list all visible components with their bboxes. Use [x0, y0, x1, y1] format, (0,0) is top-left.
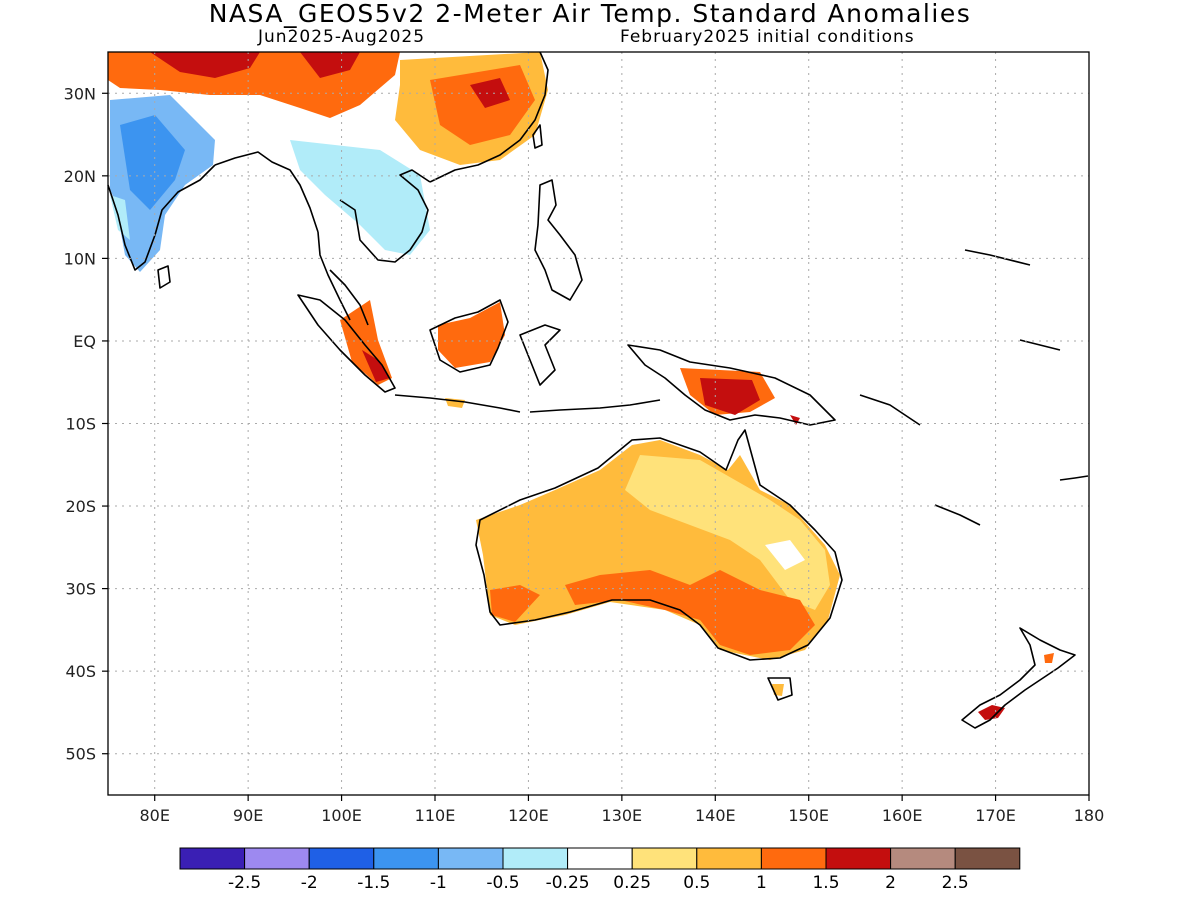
colorbar-label: 1.5: [812, 873, 839, 893]
australia-coast: [475, 429, 843, 661]
australia-southeast-warm: [565, 570, 815, 655]
new-zealand-north-warm: [1044, 653, 1054, 663]
borneo-coast: [429, 299, 509, 373]
colorbar-swatch: [825, 847, 892, 870]
borneo-warm-anomaly: [438, 302, 505, 368]
bay-bengal-coast: [214, 151, 319, 233]
java-coast: [394, 394, 521, 413]
malaya-coast: [329, 269, 369, 326]
axis-ticks: 80E 90E 100E 110E 120E 130E 140E 150E 160E 170E 18…: [64, 84, 1105, 825]
colorbar-swatch: [890, 847, 956, 870]
colorbar-swatch: [567, 847, 633, 870]
colorbar-label: -1.5: [357, 873, 390, 893]
lesser-sunda-coast: [529, 399, 661, 413]
colorbar-label: 0.25: [613, 873, 651, 893]
colorbar-swatch: [373, 847, 439, 870]
china-warm-core: [430, 65, 535, 145]
australia-neutral-patch: [765, 540, 805, 570]
colorbar-label: -0.25: [546, 873, 590, 893]
colorbar-label: -1: [430, 873, 447, 893]
colorbar-swatch: [308, 847, 375, 870]
colorbar-swatch: [760, 847, 827, 870]
sri-lanka-coast: [157, 265, 171, 289]
colorbar-swatch: [244, 847, 310, 870]
colorbar-swatch: [179, 847, 246, 870]
coastlines: [107, 51, 1089, 729]
china-coast: [429, 51, 549, 183]
pacific-islands: [934, 249, 1089, 526]
chart-title: NASA_GEOS5v2 2-Meter Air Temp. Standard …: [208, 0, 972, 28]
tibet-warm-core: [150, 52, 260, 78]
sulawesi-coast: [519, 324, 561, 386]
colorbar-label: 0.5: [683, 873, 710, 893]
lat-label: 40S: [65, 662, 96, 681]
colorbar-label: -2: [301, 873, 318, 893]
new-guinea-east-spot: [790, 415, 800, 425]
lat-label: 30S: [65, 580, 96, 599]
graticule: [108, 52, 1089, 795]
lon-label: 100E: [321, 806, 362, 825]
lon-label: 180: [1074, 806, 1105, 825]
solomons-coast: [859, 394, 921, 426]
colorbar-swatch: [502, 847, 569, 870]
philippines-coast: [534, 179, 583, 301]
taiwan-coast: [532, 124, 543, 149]
colorbar-swatch: [631, 847, 698, 870]
new-guinea-hot-core: [700, 378, 760, 415]
new-zealand-south-warm: [978, 705, 1005, 720]
colorbar-label: -0.5: [486, 873, 519, 893]
colorbar-swatch: [437, 847, 504, 870]
colorbar-label: -2.5: [228, 873, 261, 893]
lon-label: 130E: [602, 806, 643, 825]
lon-label: 150E: [788, 806, 829, 825]
tibet-warm-core-2: [300, 52, 360, 78]
lon-label: 80E: [139, 806, 169, 825]
lat-label: EQ: [73, 332, 96, 351]
lon-label: 170E: [975, 806, 1016, 825]
colorbar-label: 2.5: [942, 873, 969, 893]
lat-label: 50S: [65, 745, 96, 764]
lon-label: 110E: [415, 806, 456, 825]
australia-west-warm: [490, 585, 540, 622]
colorbar-label: 2: [885, 873, 896, 893]
colorbar-label: 1: [756, 873, 767, 893]
lon-label: 120E: [508, 806, 549, 825]
lat-label: 20S: [65, 497, 96, 516]
sumatra-coast: [297, 294, 396, 393]
colorbar-swatch: [954, 847, 1021, 870]
china-hot-spot: [470, 78, 510, 108]
lat-label: 30N: [64, 84, 96, 103]
tasmania-coast: [767, 677, 793, 701]
colorbar: -2.5 -2 -1.5 -1 -0.5 -0.25 0.25 0.5 1 1.5 2 2.5: [179, 847, 1021, 893]
india-coast: [107, 164, 216, 271]
lon-label: 160E: [882, 806, 923, 825]
lat-label: 20N: [64, 167, 96, 186]
new-zealand-coast: [961, 627, 1076, 729]
anomaly-field: [108, 52, 1054, 720]
initial-conditions: February2025 initial conditions: [620, 27, 915, 47]
australia-light-warm: [625, 455, 830, 610]
lon-label: 140E: [695, 806, 736, 825]
indochina-cool-anomaly: [290, 140, 430, 255]
forecast-period: Jun2025-Aug2025: [258, 27, 426, 47]
sumatra-hot-spot: [362, 350, 390, 382]
lat-label: 10S: [65, 415, 96, 434]
lat-label: 10N: [64, 249, 96, 268]
india-cold-core: [120, 115, 185, 210]
new-guinea-coast: [627, 344, 836, 426]
plot-frame: [107, 51, 1090, 796]
indochina-coast: [317, 169, 431, 321]
colorbar-swatch: [696, 847, 762, 870]
lon-label: 90E: [233, 806, 263, 825]
